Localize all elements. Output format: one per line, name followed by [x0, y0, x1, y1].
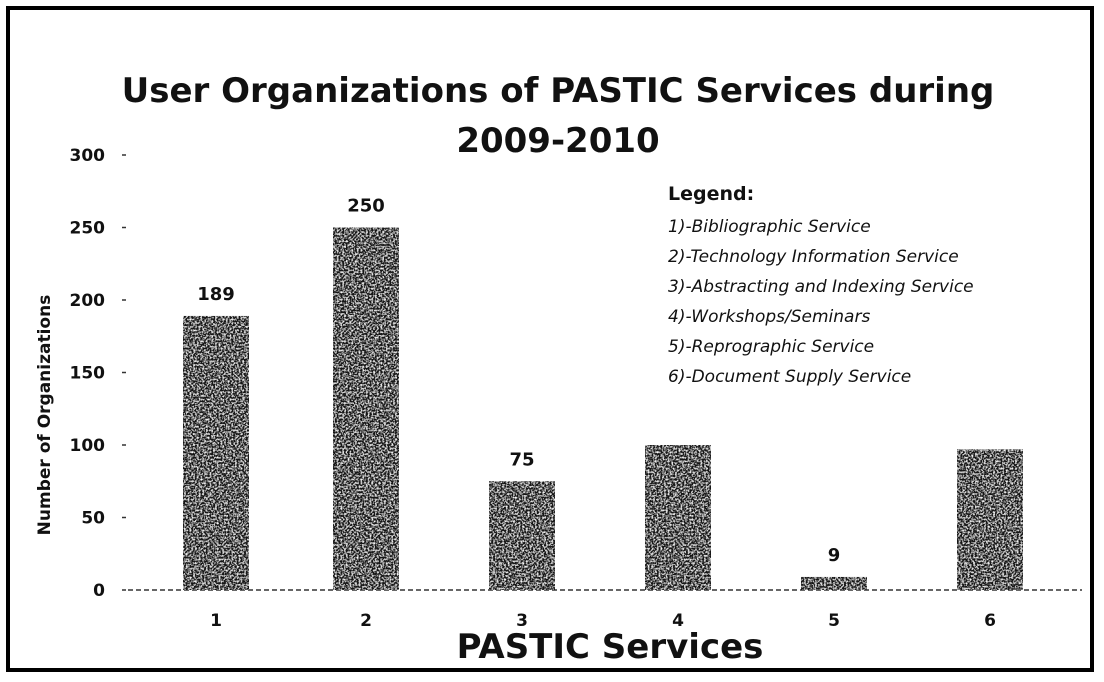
bars-group — [183, 227, 1023, 590]
y-tick-label: 300 — [70, 146, 106, 166]
data-labels-group: 189 250 75 9 — [197, 196, 840, 566]
x-tick-label-5: 5 — [828, 611, 840, 631]
bar-5 — [801, 576, 867, 590]
bar-2 — [333, 227, 399, 590]
legend: Legend: 1)-Bibliographic Service 2)-Tech… — [668, 183, 974, 387]
legend-item-2: 2)-Technology Information Service — [668, 247, 959, 267]
y-tick-label: 150 — [70, 364, 106, 384]
legend-item-3: 3)-Abstracting and Indexing Service — [668, 277, 974, 297]
legend-item-4: 4)-Workshops/Seminars — [668, 307, 870, 327]
y-tick-label: 250 — [70, 219, 106, 239]
data-label-3: 75 — [509, 449, 534, 470]
x-tick-label-6: 6 — [984, 611, 996, 631]
x-tick-label-3: 3 — [516, 611, 528, 631]
bar-6 — [957, 449, 1023, 590]
y-axis-label: Number of Organizations — [35, 295, 55, 536]
y-tick-label: 100 — [70, 436, 106, 456]
bar-4 — [645, 445, 711, 590]
legend-item-1: 1)-Bibliographic Service — [668, 217, 871, 237]
chart-title-line-1: User Organizations of PASTIC Services du… — [122, 71, 995, 111]
chart-title-line-2: 2009-2010 — [456, 121, 659, 161]
bar-3 — [489, 481, 555, 590]
data-label-1: 189 — [197, 284, 235, 305]
legend-item-5: 5)-Reprographic Service — [668, 337, 874, 357]
legend-item-6: 6)-Document Supply Service — [668, 367, 911, 387]
x-tick-label-2: 2 — [360, 611, 372, 631]
bar-chart: User Organizations of PASTIC Services du… — [35, 71, 1082, 667]
legend-title: Legend: — [668, 183, 754, 205]
x-axis-label: PASTIC Services — [457, 627, 764, 667]
y-tick-label: 0 — [93, 581, 105, 601]
x-axis-ticks: 1 2 3 4 5 6 — [210, 611, 996, 631]
chart-frame: User Organizations of PASTIC Services du… — [6, 6, 1094, 672]
x-tick-label-1: 1 — [210, 611, 222, 631]
x-tick-label-4: 4 — [672, 611, 684, 631]
data-label-5: 9 — [828, 545, 841, 566]
y-tick-label: 50 — [81, 509, 105, 529]
y-tick-label: 200 — [70, 291, 106, 311]
bar-1 — [183, 315, 249, 590]
y-axis-ticks: 0 50 100 150 200 250 300 — [70, 146, 126, 601]
data-label-2: 250 — [347, 196, 385, 217]
